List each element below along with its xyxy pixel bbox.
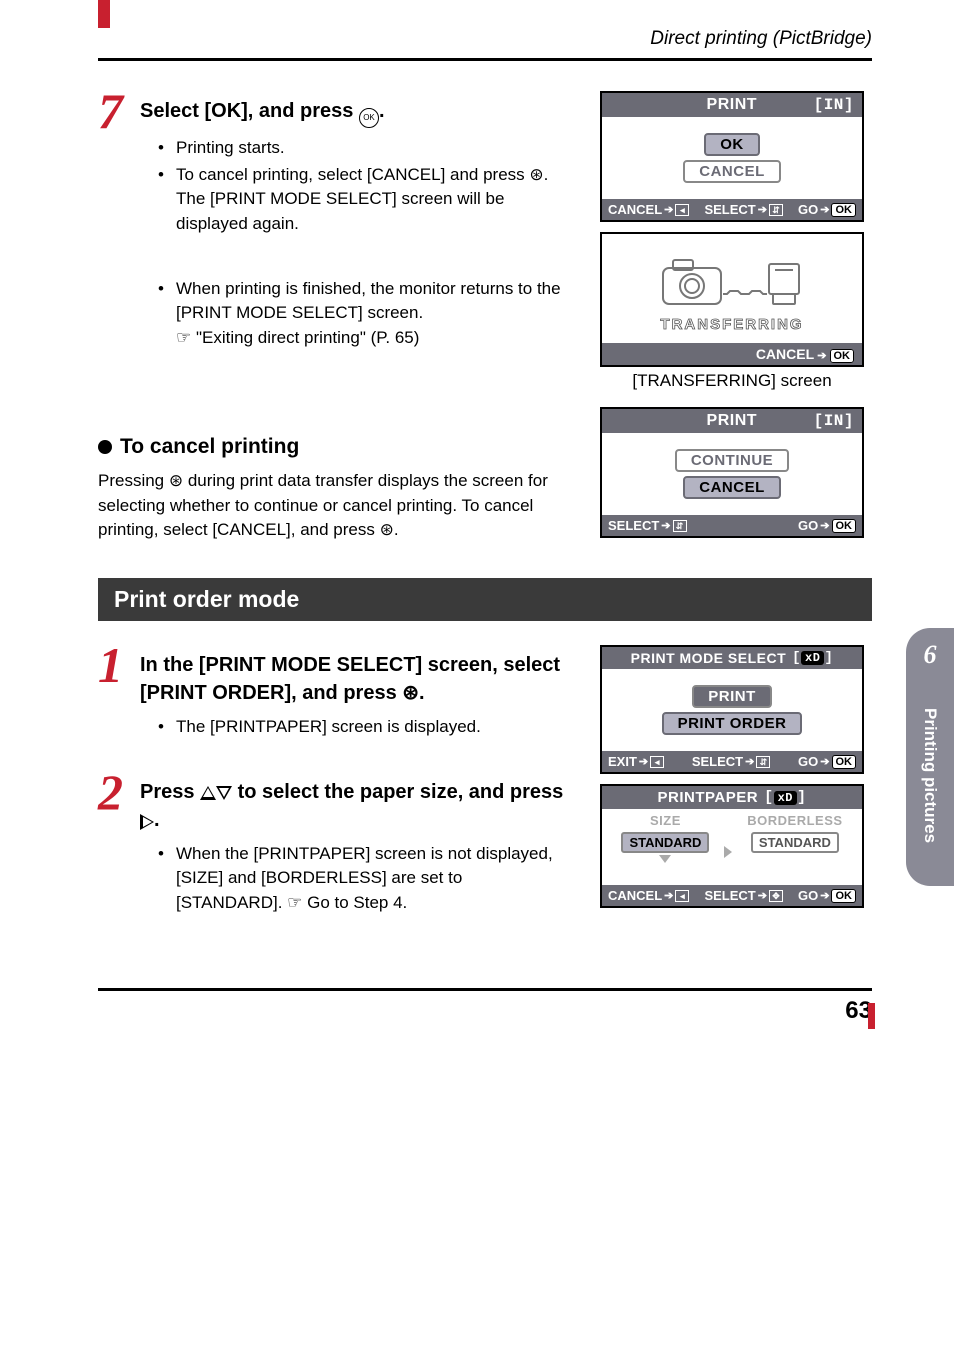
ok-box-icon: OK <box>832 755 857 769</box>
title-part: Press <box>140 781 200 803</box>
footer-select: SELECT <box>692 754 743 769</box>
size-value: STANDARD <box>621 832 709 853</box>
lcd-option-print: PRINT <box>692 685 772 708</box>
ok-box-icon: OK <box>831 889 856 903</box>
list-item: Printing starts. <box>156 136 572 161</box>
list-item: The [PRINTPAPER] screen is displayed. <box>156 715 572 740</box>
lcd-print-confirm: PRINT [IN] OK CANCEL CANCEL➔◂ SELECT➔⇵ G… <box>600 91 864 222</box>
section-heading: Print order mode <box>98 578 872 621</box>
reference-text: "Exiting direct printing" (P. 65) <box>196 328 419 347</box>
back-icon: ◂ <box>675 204 689 216</box>
list-item: To cancel printing, select [CANCEL] and … <box>156 163 572 237</box>
updown-icon: ⇵ <box>673 520 687 532</box>
step-title-text: Select [OK], and press <box>140 100 359 122</box>
step-1: 1 In the [PRINT MODE SELECT] screen, sel… <box>98 645 572 742</box>
ok-box-icon: OK <box>832 519 857 533</box>
footer-go: GO <box>798 888 818 903</box>
footer-go: GO <box>798 518 818 533</box>
down-icon <box>216 786 232 800</box>
lcd-title: PRINT MODE SELECT <box>631 650 787 666</box>
lcd-tag: [IN] <box>814 412 854 430</box>
footer-cancel: CANCEL <box>756 346 814 362</box>
lcd-printpaper: PRINTPAPER [xD] SIZE STANDARD BORDERLESS… <box>600 784 864 908</box>
ok-box-icon: OK <box>831 203 856 217</box>
borderless-value: STANDARD <box>751 832 839 853</box>
step-title: Press to select the paper size, and pres… <box>140 778 572 834</box>
lcd-continue-cancel: PRINT [IN] CONTINUE CANCEL SELECT➔⇵ GO➔O… <box>600 407 864 538</box>
footer-exit: EXIT <box>608 754 637 769</box>
footer-accent <box>868 1003 875 1029</box>
screen-caption: [TRANSFERRING] screen <box>592 371 872 391</box>
xd-icon: xD <box>801 651 824 665</box>
step-title: In the [PRINT MODE SELECT] screen, selec… <box>140 651 572 707</box>
footer-select: SELECT <box>608 518 659 533</box>
updown-icon: ⇵ <box>756 756 770 768</box>
step-title-end: . <box>379 100 385 122</box>
ok-icon: OK <box>359 108 379 128</box>
lcd-transferring: TRANSFERRING CANCEL ➔ OK <box>600 232 864 367</box>
heading-text: To cancel printing <box>120 435 299 459</box>
lcd-print-mode-select: PRINT MODE SELECT [xD] PRINT PRINT ORDER… <box>600 645 864 774</box>
lcd-title: PRINT <box>650 412 814 430</box>
page-footer: 63 <box>98 988 872 1031</box>
lcd-tag: [IN] <box>814 96 854 114</box>
list-text: When printing is finished, the monitor r… <box>176 279 561 323</box>
camera-printer-icon <box>657 254 807 310</box>
borderless-label: BORDERLESS <box>747 813 842 828</box>
ok-box-icon: OK <box>830 349 855 363</box>
cancel-printing-body: Pressing ⊛ during print data transfer di… <box>98 469 572 543</box>
step-number: 1 <box>98 645 140 685</box>
reference-icon: ☞ <box>176 328 191 347</box>
nav-icon: ✥ <box>769 890 783 902</box>
footer-go: GO <box>798 754 818 769</box>
footer-select: SELECT <box>704 888 755 903</box>
title-part: to select the paper size, and press <box>232 781 563 803</box>
right-icon <box>140 814 154 830</box>
size-label: SIZE <box>621 813 709 828</box>
list-item: When the [PRINTPAPER] screen is not disp… <box>156 842 572 916</box>
back-icon: ◂ <box>650 756 664 768</box>
up-icon <box>200 786 216 800</box>
step-2: 2 Press to select the paper size, and pr… <box>98 772 572 918</box>
footer-go: GO <box>798 202 818 217</box>
title-part: . <box>154 809 160 831</box>
lcd-title: PRINT <box>650 96 814 114</box>
step-title: Select [OK], and press OK. <box>140 97 572 128</box>
lcd-option-print-order: PRINT ORDER <box>662 712 803 735</box>
list-item: When printing is finished, the monitor r… <box>156 277 572 351</box>
step-number: 7 <box>98 91 140 131</box>
updown-icon: ⇵ <box>769 204 783 216</box>
xd-icon: xD <box>774 791 797 805</box>
down-arrow-icon <box>659 855 671 863</box>
step-7: 7 Select [OK], and press OK. Printing st… <box>98 91 572 352</box>
footer-cancel: CANCEL <box>608 202 662 217</box>
right-arrow-icon <box>724 846 732 858</box>
lcd-option-continue: CONTINUE <box>675 449 789 472</box>
lcd-option-ok: OK <box>704 133 760 156</box>
header-accent-bar <box>98 0 110 28</box>
transferring-label: TRANSFERRING <box>602 316 862 333</box>
lcd-option-cancel: CANCEL <box>683 160 781 183</box>
back-icon: ◂ <box>675 890 689 902</box>
breadcrumb: Direct printing (PictBridge) <box>98 28 872 50</box>
lcd-title: PRINTPAPER <box>657 789 758 806</box>
cancel-printing-heading: To cancel printing <box>98 435 572 459</box>
step-number: 2 <box>98 772 140 812</box>
footer-select: SELECT <box>704 202 755 217</box>
lcd-option-cancel: CANCEL <box>683 476 781 499</box>
bullet-icon <box>98 440 112 454</box>
footer-cancel: CANCEL <box>608 888 662 903</box>
